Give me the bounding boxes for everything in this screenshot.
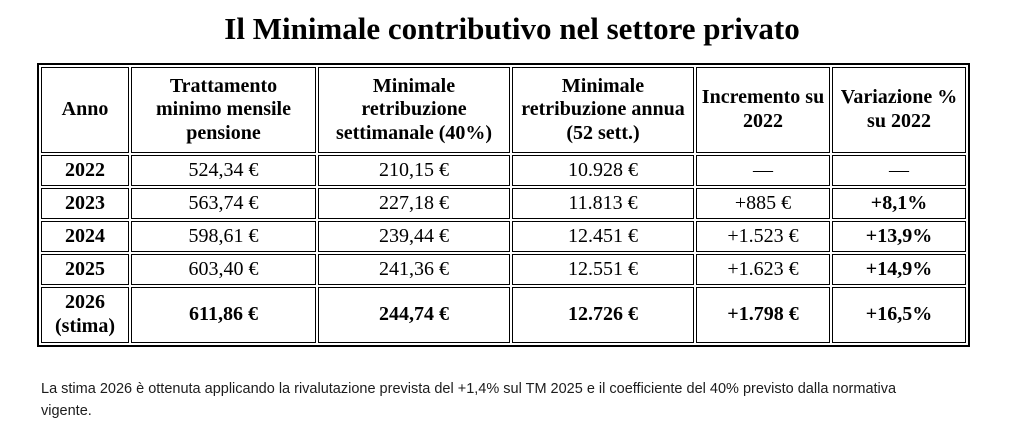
cell-incremento: +885 € xyxy=(696,188,830,219)
cell-settimanale: 239,44 € xyxy=(318,221,510,252)
cell-incremento: — xyxy=(696,155,830,186)
header-anno: Anno xyxy=(41,67,129,153)
cell-trattamento: 611,86 € xyxy=(131,287,316,343)
cell-variazione: +13,9% xyxy=(832,221,966,252)
table-row-2025: 2025 603,40 € 241,36 € 12.551 € +1.623 €… xyxy=(41,254,966,285)
cell-annua: 11.813 € xyxy=(512,188,694,219)
header-minimale-settimanale: Minimale retribuzione settimanale (40%) xyxy=(318,67,510,153)
header-minimale-annua: Minimale retribuzione annua (52 sett.) xyxy=(512,67,694,153)
footnote-text: La stima 2026 è ottenuta applicando la r… xyxy=(41,381,897,420)
cell-trattamento: 563,74 € xyxy=(131,188,316,219)
cell-trattamento: 524,34 € xyxy=(131,155,316,186)
cell-anno: 2023 xyxy=(41,188,129,219)
cell-annua: 12.551 € xyxy=(512,254,694,285)
cell-incremento: +1.523 € xyxy=(696,221,830,252)
cell-annua: 12.726 € xyxy=(512,287,694,343)
cell-annua: 10.928 € xyxy=(512,155,694,186)
cell-anno: 2026 (stima) xyxy=(41,287,129,343)
table-row-2024: 2024 598,61 € 239,44 € 12.451 € +1.523 €… xyxy=(41,221,966,252)
cell-annua: 12.451 € xyxy=(512,221,694,252)
cell-incremento: +1.798 € xyxy=(696,287,830,343)
header-trattamento-minimo: Trattamento minimo mensile pensione xyxy=(131,67,316,153)
cell-variazione: +14,9% xyxy=(832,254,966,285)
cell-trattamento: 603,40 € xyxy=(131,254,316,285)
minimale-contributivo-table: Anno Trattamento minimo mensile pensione… xyxy=(37,63,970,347)
table-row-2026-stima: 2026 (stima) 611,86 € 244,74 € 12.726 € … xyxy=(41,287,966,343)
header-incremento: Incremento su 2022 xyxy=(696,67,830,153)
cell-settimanale: 227,18 € xyxy=(318,188,510,219)
cell-settimanale: 210,15 € xyxy=(318,155,510,186)
table-header-row: Anno Trattamento minimo mensile pensione… xyxy=(41,67,966,153)
cell-incremento: +1.623 € xyxy=(696,254,830,285)
cell-trattamento: 598,61 € xyxy=(131,221,316,252)
header-variazione: Variazione % su 2022 xyxy=(832,67,966,153)
cell-variazione: +8,1% xyxy=(832,188,966,219)
table-row-2023: 2023 563,74 € 227,18 € 11.813 € +885 € +… xyxy=(41,188,966,219)
page-title: Il Minimale contributivo nel settore pri… xyxy=(224,11,800,46)
cell-anno: 2025 xyxy=(41,254,129,285)
cell-anno: 2024 xyxy=(41,221,129,252)
cell-settimanale: 241,36 € xyxy=(318,254,510,285)
cell-variazione: — xyxy=(832,155,966,186)
cell-variazione: +16,5% xyxy=(832,287,966,343)
table-row-2022: 2022 524,34 € 210,15 € 10.928 € — — xyxy=(41,155,966,186)
cell-settimanale: 244,74 € xyxy=(318,287,510,343)
cell-anno: 2022 xyxy=(41,155,129,186)
